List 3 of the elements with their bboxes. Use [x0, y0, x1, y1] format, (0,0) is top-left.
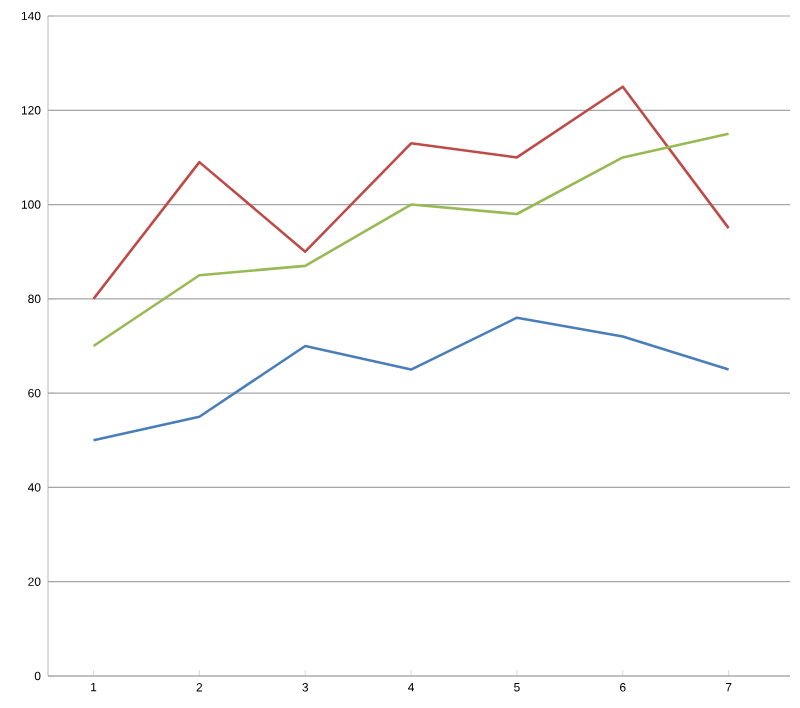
line-series [92, 316, 730, 442]
line-series [92, 132, 730, 348]
line-series [92, 85, 730, 301]
